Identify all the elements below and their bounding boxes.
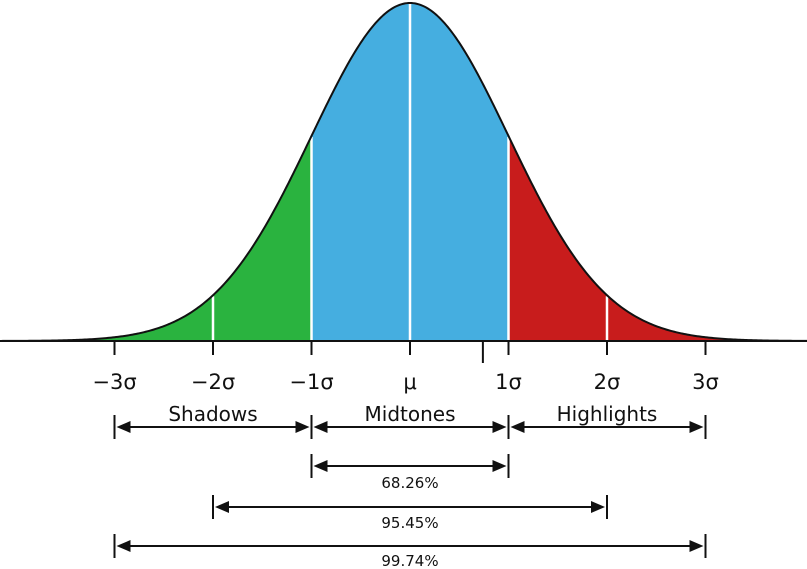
region-arrow xyxy=(507,415,707,439)
tick-label-2-sigma: 2σ xyxy=(594,370,621,394)
interval-arrows xyxy=(113,415,707,558)
highlights-region xyxy=(508,135,807,341)
midtones-label: Midtones xyxy=(365,402,456,426)
shadows-region xyxy=(0,135,312,341)
x-tick-labels: −3σ −2σ −1σ μ 1σ 2σ 3σ xyxy=(92,370,718,394)
interval-label-68: 68.26% xyxy=(381,474,438,492)
tick-label-minus-1-sigma: −1σ xyxy=(289,370,333,394)
interval-arrow xyxy=(212,495,608,519)
interval-label-99: 99.74% xyxy=(381,552,438,569)
curve-fills xyxy=(0,3,807,341)
interval-arrow xyxy=(113,534,707,558)
sigma-dividers xyxy=(211,4,609,341)
tick-label-minus-2-sigma: −2σ xyxy=(191,370,235,394)
interval-arrow xyxy=(310,454,510,478)
tick-label-1-sigma: 1σ xyxy=(495,370,522,394)
interval-labels: 68.26% 95.45% 99.74% xyxy=(381,474,438,569)
tick-label-3-sigma: 3σ xyxy=(692,370,719,394)
region-labels: Shadows Midtones Highlights xyxy=(168,402,657,426)
x-axis-ticks xyxy=(113,341,707,363)
interval-label-95: 95.45% xyxy=(381,514,438,532)
highlights-label: Highlights xyxy=(557,402,658,426)
bell-curve-line xyxy=(0,1,807,342)
tick-label-minus-3-sigma: −3σ xyxy=(92,370,136,394)
shadows-label: Shadows xyxy=(168,402,257,426)
tick-label-mu: μ xyxy=(403,370,416,394)
